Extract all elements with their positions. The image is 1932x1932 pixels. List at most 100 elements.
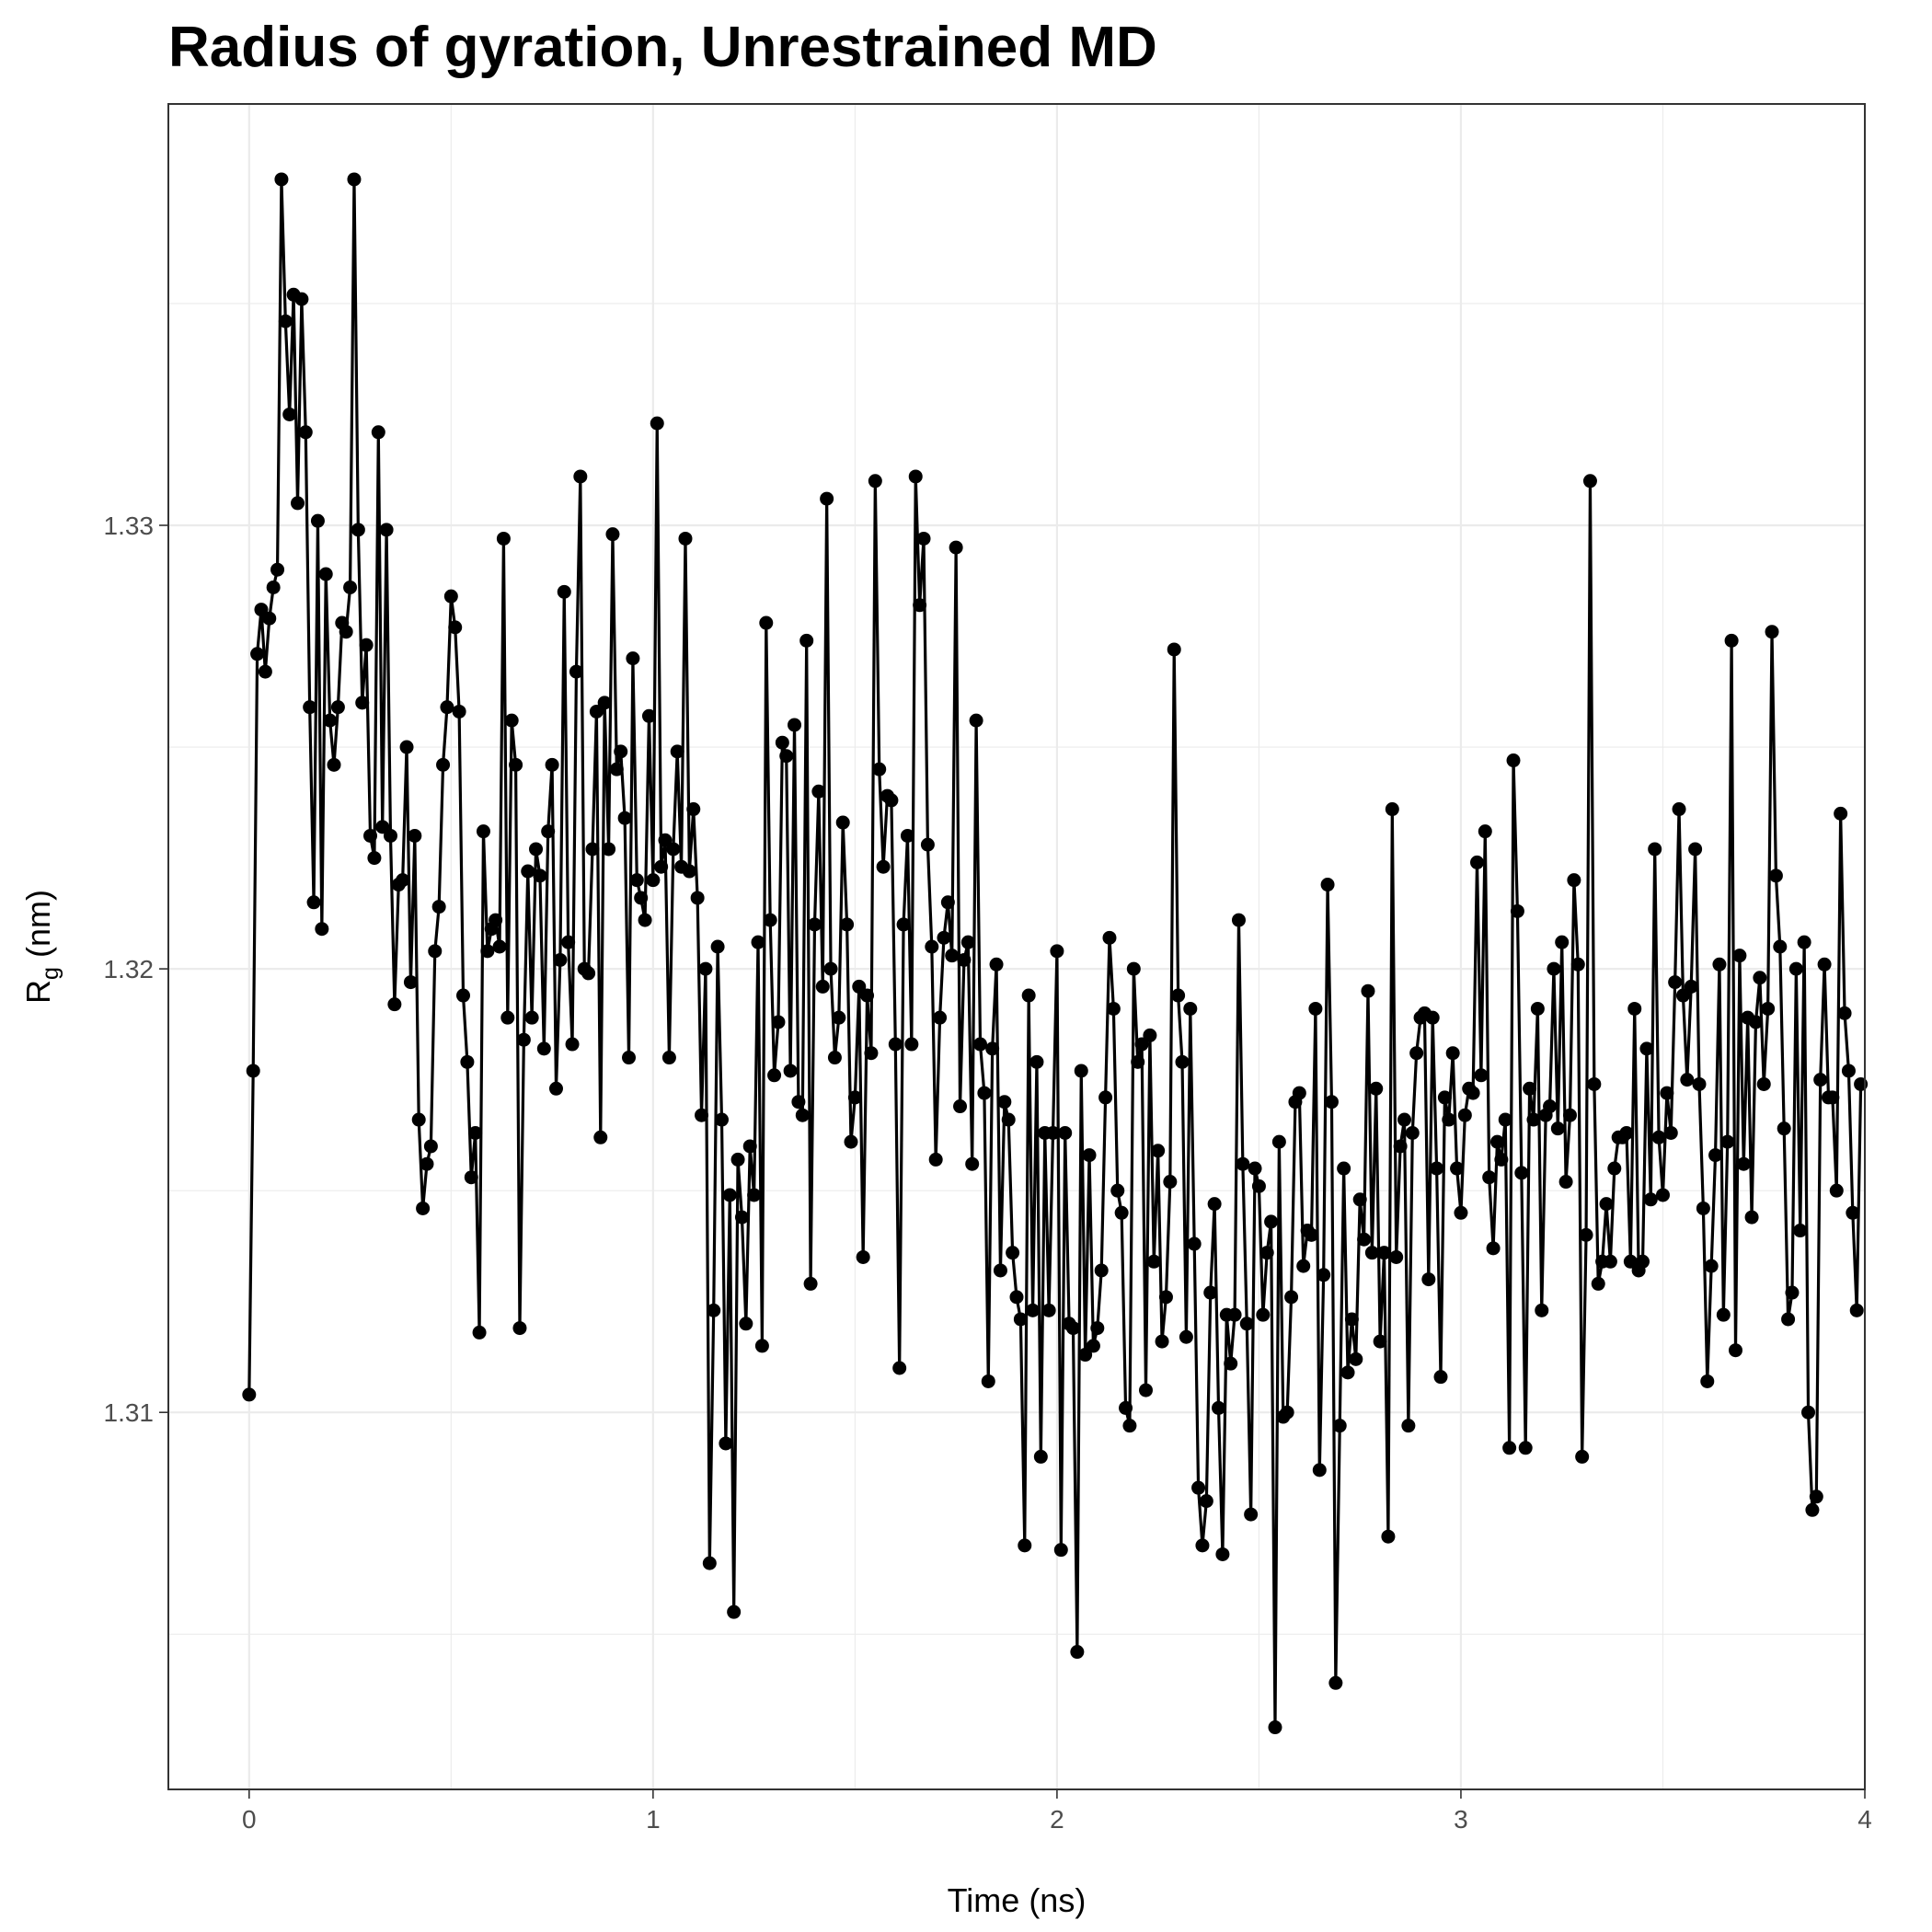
- data-point: [771, 1015, 786, 1029]
- data-point: [1155, 1334, 1169, 1349]
- data-point: [1433, 1370, 1448, 1385]
- data-point: [1259, 1246, 1274, 1260]
- data-point: [1134, 1037, 1149, 1052]
- data-point: [1212, 1400, 1226, 1415]
- data-point: [779, 749, 794, 764]
- data-point: [1543, 1099, 1558, 1114]
- data-point: [1268, 1720, 1282, 1735]
- data-point: [1756, 1076, 1771, 1091]
- data-point: [1825, 1090, 1840, 1105]
- data-point: [1191, 1480, 1206, 1495]
- data-point: [1575, 1449, 1590, 1464]
- chart-title: Radius of gyration, Unrestrained MD: [168, 16, 1157, 79]
- data-point: [1369, 1081, 1384, 1096]
- data-point: [707, 1303, 721, 1317]
- data-point: [448, 620, 463, 635]
- data-point: [593, 1130, 608, 1144]
- data-point: [420, 1156, 434, 1171]
- data-point: [654, 859, 669, 874]
- data-point: [734, 1210, 749, 1225]
- data-point: [763, 913, 777, 927]
- data-point: [1158, 1290, 1173, 1305]
- data-point: [359, 638, 374, 652]
- data-point: [1227, 1307, 1242, 1322]
- data-point: [827, 1051, 842, 1065]
- data-point: [698, 961, 713, 976]
- data-point: [1526, 1112, 1541, 1127]
- data-point: [468, 1125, 483, 1140]
- data-point: [719, 1436, 733, 1451]
- data-point: [254, 603, 269, 617]
- data-point: [1340, 1365, 1355, 1380]
- data-point: [1518, 1441, 1533, 1455]
- data-point: [250, 647, 265, 661]
- x-tick-label: 4: [1857, 1805, 1872, 1834]
- data-point: [913, 598, 927, 613]
- data-point: [666, 842, 681, 857]
- data-point: [246, 1064, 260, 1078]
- data-point: [492, 939, 507, 954]
- data-point: [751, 935, 765, 949]
- data-point: [1688, 842, 1703, 857]
- data-point: [476, 824, 490, 839]
- data-point: [1405, 1125, 1420, 1140]
- data-point: [1510, 903, 1524, 918]
- data-point: [1668, 975, 1683, 990]
- data-point: [1696, 1201, 1710, 1215]
- data-point: [1704, 1259, 1719, 1273]
- data-point: [896, 917, 911, 932]
- data-point: [690, 891, 705, 905]
- data-point: [1720, 1134, 1735, 1149]
- data-point: [795, 1108, 810, 1122]
- data-point: [1171, 988, 1186, 1003]
- data-point: [1361, 983, 1375, 998]
- data-point: [1675, 988, 1690, 1003]
- data-point: [464, 1170, 478, 1185]
- data-point: [1065, 1321, 1080, 1336]
- data-point: [1627, 1001, 1642, 1016]
- y-tick-label: 1.31: [104, 1398, 155, 1427]
- data-point: [1450, 1161, 1465, 1176]
- data-point: [1308, 1001, 1323, 1016]
- data-point: [303, 700, 317, 715]
- data-point: [1724, 633, 1739, 648]
- data-point: [1502, 1441, 1517, 1455]
- data-point: [605, 527, 620, 542]
- data-point: [1514, 1166, 1529, 1180]
- data-point: [960, 935, 975, 949]
- data-point: [1567, 873, 1581, 888]
- data-point: [533, 868, 547, 883]
- data-point: [1058, 1125, 1073, 1140]
- data-point: [1305, 1227, 1318, 1242]
- data-point: [1324, 1095, 1339, 1110]
- data-point: [1236, 1156, 1250, 1171]
- data-point: [872, 762, 887, 776]
- data-point: [742, 1139, 757, 1154]
- data-point: [1352, 1192, 1367, 1207]
- data-point: [1470, 855, 1485, 869]
- data-point: [294, 292, 309, 306]
- data-point: [1788, 961, 1803, 976]
- data-point: [617, 811, 632, 825]
- data-point: [1280, 1405, 1294, 1420]
- data-point: [803, 1276, 818, 1291]
- data-point: [1809, 1489, 1823, 1504]
- data-point: [1001, 1112, 1016, 1127]
- x-tick-label: 0: [242, 1805, 257, 1834]
- data-point: [1643, 1192, 1658, 1207]
- y-axis-title: Rg (nm): [19, 890, 63, 1004]
- data-point: [521, 864, 535, 879]
- data-point: [416, 1201, 431, 1215]
- data-point: [1486, 1241, 1501, 1256]
- y-axis-title-subscript: g: [38, 967, 63, 980]
- data-point: [629, 873, 644, 888]
- data-point: [1397, 1112, 1411, 1127]
- x-tick-label: 1: [646, 1805, 661, 1834]
- data-point: [548, 1081, 563, 1096]
- data-point: [1082, 1148, 1097, 1163]
- data-point: [1768, 868, 1783, 883]
- data-point: [318, 567, 333, 581]
- data-point: [1765, 625, 1779, 639]
- data-point: [1021, 988, 1036, 1003]
- data-point: [1841, 1064, 1856, 1078]
